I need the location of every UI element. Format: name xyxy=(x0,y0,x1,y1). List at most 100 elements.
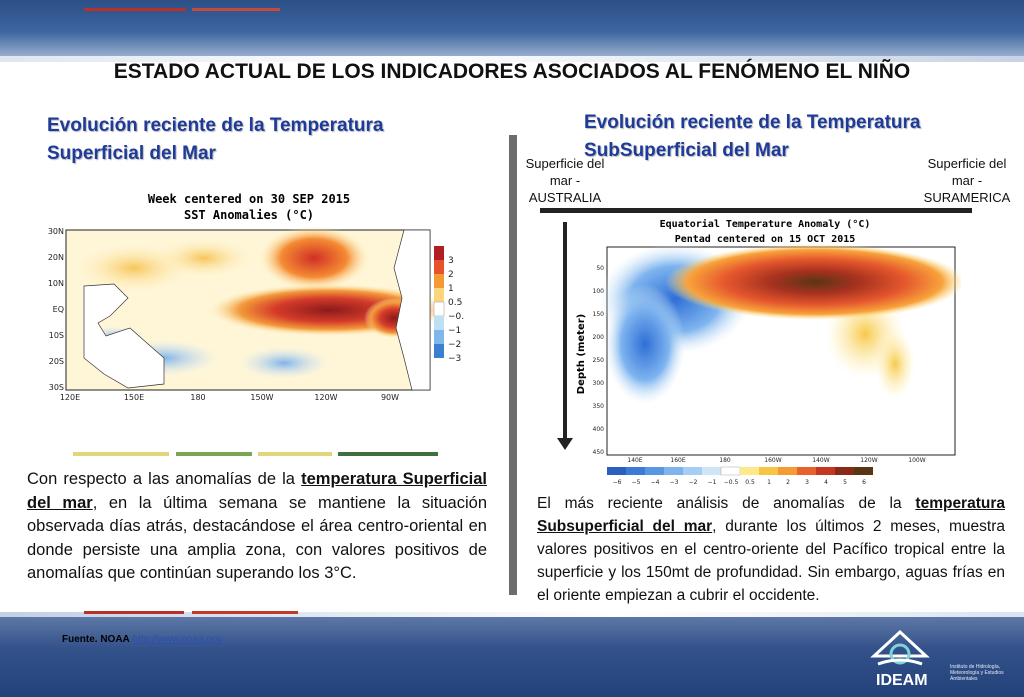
lon-label: 90W xyxy=(381,393,399,402)
header-accent-line xyxy=(84,8,186,11)
y-axis-label: Depth (meter) xyxy=(576,314,587,394)
surface-bar xyxy=(540,208,972,213)
colorbar-label: −3 xyxy=(670,479,679,486)
depth-label: 200 xyxy=(593,334,605,341)
depth-labels: 50 100 150 200 250 300 350 400 450 xyxy=(593,265,605,456)
logo-small-text: Instituto de Hidrología, Meteorología y … xyxy=(950,664,1004,682)
sst-anomaly-map: Week centered on 30 SEP 2015 SST Anomali… xyxy=(48,192,464,402)
lat-label: 20N xyxy=(48,253,64,262)
colorbar-swatch xyxy=(702,467,721,475)
ideam-emblem-icon xyxy=(870,630,930,666)
lon-label: 120W xyxy=(314,393,337,402)
footer-accent-line xyxy=(192,611,298,614)
legend-label: 3 xyxy=(448,256,454,266)
colorbar-label: −5 xyxy=(632,479,641,486)
colorbar-swatch xyxy=(759,467,778,475)
colorbar-swatch xyxy=(720,466,741,476)
source-note: Fuente. NOAA http://www.noaa.gov xyxy=(62,634,223,645)
colorbar-swatch xyxy=(683,467,702,475)
paragraph-text: , durante los últimos 2 meses, muestra v… xyxy=(537,518,1005,604)
cool-anomaly-west-deep xyxy=(605,284,685,404)
sub-title-2: Pentad centered on 15 OCT 2015 xyxy=(675,234,856,245)
separator-segment xyxy=(338,452,438,456)
paragraph-emphasis: temperatura Superficial del mar xyxy=(27,470,487,512)
colorbar-swatch xyxy=(778,467,797,475)
lat-label: EQ xyxy=(53,305,64,314)
warm-anomaly-subsurface xyxy=(665,244,961,320)
colorbar-swatch xyxy=(854,467,873,475)
legend-swatch xyxy=(434,274,444,288)
colorbar-swatch xyxy=(664,467,683,475)
lon-label: 120W xyxy=(860,457,877,464)
lat-labels: 30N 20N 10N EQ 10S 20S 30S xyxy=(48,227,64,392)
lon-label: 140W xyxy=(812,457,829,464)
legend-swatch xyxy=(434,344,444,358)
paragraph-text: , en la última semana se mantiene la sit… xyxy=(27,493,487,583)
colorbar-label: −6 xyxy=(613,479,622,486)
depth-label: 50 xyxy=(596,265,604,272)
ideam-logo: IDEAM Instituto de Hidrología, Meteorolo… xyxy=(870,630,1020,692)
lat-label: 10N xyxy=(48,279,64,288)
subsurface-anomaly-plot: Equatorial Temperature Anomaly (°C) Pent… xyxy=(576,218,961,486)
warm-patch xyxy=(154,238,254,278)
colorbar-swatch xyxy=(797,467,816,475)
depth-label: 400 xyxy=(593,426,605,433)
depth-arrow-head xyxy=(557,438,573,450)
colorbar-label: 2 xyxy=(786,479,790,486)
footer-band xyxy=(0,617,1024,697)
legend-swatch xyxy=(433,301,445,317)
colorbar-label: −2 xyxy=(689,479,698,486)
paragraph-text: El más reciente análisis de anomalías de… xyxy=(537,495,916,512)
paragraph-text: Con respecto a las anomalías de la xyxy=(27,470,302,488)
lat-label: 20S xyxy=(49,357,64,366)
colorbar-swatch xyxy=(607,467,626,475)
source-link[interactable]: http://www.noaa.gov xyxy=(132,634,223,645)
lon-label: 100W xyxy=(908,457,925,464)
label-australia: Superficie del mar - AUSTRALIA xyxy=(525,156,605,205)
footer-accent-line xyxy=(84,611,184,614)
separator-segment xyxy=(176,452,252,456)
legend-swatch xyxy=(434,288,444,302)
colorbar-label: −4 xyxy=(651,479,660,486)
legend-swatch xyxy=(434,246,444,260)
right-paragraph: El más reciente análisis de anomalías de… xyxy=(537,492,1005,607)
lon-label: 160W xyxy=(764,457,781,464)
lon-label: 150E xyxy=(124,393,144,402)
depth-label: 450 xyxy=(593,449,605,456)
colorbar-swatch xyxy=(835,467,854,475)
lat-label: 10S xyxy=(49,331,64,340)
header-stripe xyxy=(0,56,1024,62)
sst-title-2: SST Anomalies (°C) xyxy=(184,208,314,222)
legend-label: −0.5 xyxy=(448,312,464,322)
legend-label: −3 xyxy=(448,354,461,364)
colorbar-swatch xyxy=(816,467,835,475)
colorbar-label: 6 xyxy=(862,479,866,486)
lon-label: 140E xyxy=(627,457,642,464)
lon-labels: 140E 160E 180 160W 140W 120W 100W xyxy=(627,457,925,464)
lon-labels: 120E 150E 180 150W 120W 90W xyxy=(60,393,399,402)
lon-label: 160E xyxy=(670,457,685,464)
lon-label: 180 xyxy=(190,393,205,402)
depth-label: 300 xyxy=(593,380,605,387)
separator-segment xyxy=(258,452,332,456)
depth-label: 350 xyxy=(593,403,605,410)
left-subtitle: Evolución reciente de la Temperatura Sup… xyxy=(47,115,384,164)
paragraph-emphasis: temperatura Subsuperficial del mar xyxy=(537,495,1005,535)
depth-label: 100 xyxy=(593,288,605,295)
warm-anomaly-north xyxy=(259,226,369,290)
lat-label: 30S xyxy=(49,383,64,392)
colorbar-label: −0.5 xyxy=(724,479,739,486)
colorbar-label: 1 xyxy=(767,479,771,486)
colorbar-swatch xyxy=(626,467,645,475)
colorbar-label: 0.5 xyxy=(745,479,755,486)
cool-patch xyxy=(239,347,329,379)
legend-label: −2 xyxy=(448,340,461,350)
separator-segment xyxy=(73,452,169,456)
footer-stripe xyxy=(0,612,1024,618)
legend-swatch xyxy=(434,330,444,344)
sst-legend: 3 2 1 0.5 −0.5 −1 −2 −3 xyxy=(433,246,464,364)
source-label: Fuente. NOAA xyxy=(62,634,130,645)
lon-label: 150W xyxy=(250,393,273,402)
colorbar xyxy=(607,466,873,476)
legend-label: 1 xyxy=(448,284,454,294)
